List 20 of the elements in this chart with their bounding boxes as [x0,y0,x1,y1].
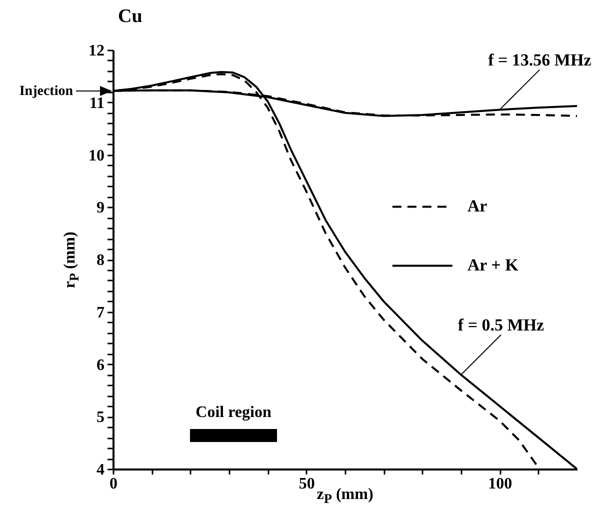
legend-label: Ar [467,196,488,216]
x-tick-label: 0 [110,476,118,492]
y-tick-label: 7 [96,304,104,322]
y-tick-label: 11 [89,94,104,112]
y-tick-label: 8 [96,252,104,269]
x-tick-label: 50 [298,476,315,492]
chart-title: Cu [118,6,142,28]
y-tick-label: 4 [96,462,104,478]
x-axis-title: z$_{P}$ (mm) [316,486,374,508]
y-tick-label: 5 [96,409,104,426]
annotation: f = 13.56 MHz [488,50,592,70]
annotation: Injection [19,84,74,99]
annotation: Coil region [194,404,272,422]
x-tick-label: 100 [488,476,512,492]
annotation: f = 0.5 MHz [458,316,545,335]
y-tick-label: 10 [88,147,104,164]
y-tick-label: 9 [96,200,104,217]
y-tick-label: 12 [88,42,104,60]
legend-label: Ar + K [467,256,520,275]
y-tick-label: 6 [96,356,104,374]
